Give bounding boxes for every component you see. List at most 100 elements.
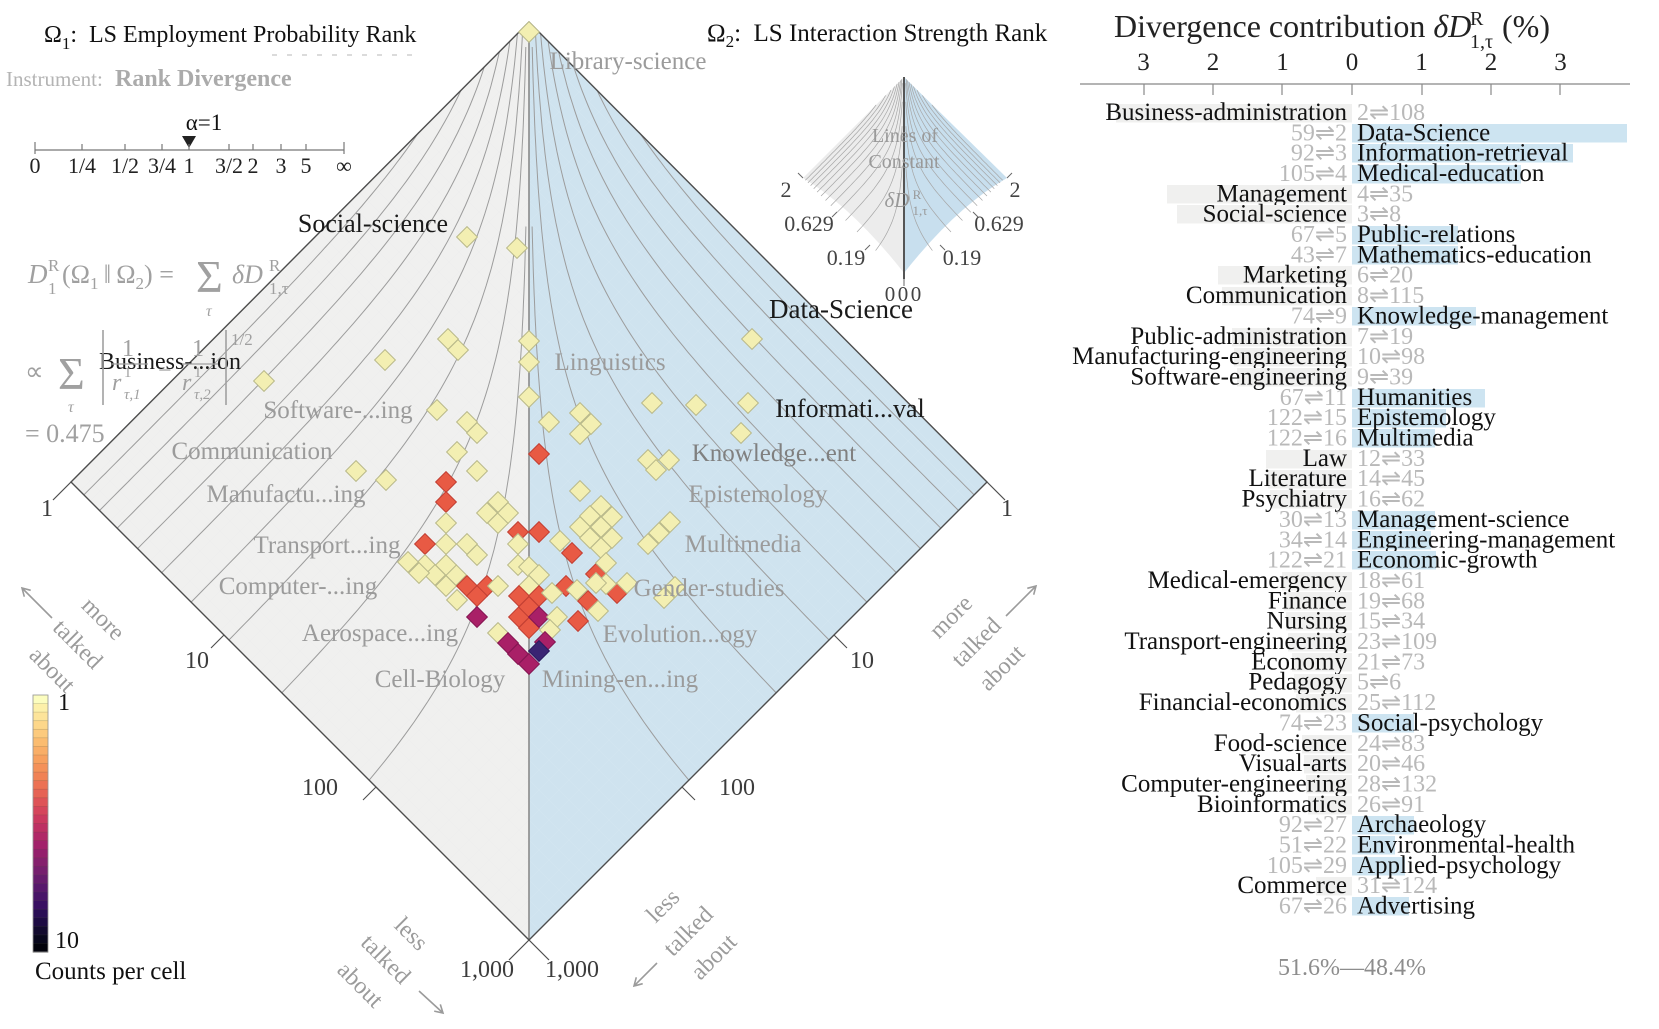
svg-text:12⇌33: 12⇌33 <box>1357 446 1425 472</box>
svg-text:0: 0 <box>30 153 41 178</box>
svg-text:R: R <box>48 256 60 275</box>
svg-text:Software-engineering: Software-engineering <box>1130 363 1347 390</box>
svg-text:Data-Science: Data-Science <box>769 294 913 324</box>
svg-text:1: 1 <box>1001 496 1013 522</box>
svg-text:Management: Management <box>1216 180 1347 207</box>
svg-text:100: 100 <box>302 775 338 801</box>
svg-text:Financial-economics: Financial-economics <box>1139 689 1347 716</box>
svg-text:1,τ: 1,τ <box>269 279 289 298</box>
svg-text:Aerospace...ing: Aerospace...ing <box>302 620 459 647</box>
svg-text:Humanities: Humanities <box>1357 384 1472 411</box>
svg-text:10⇌98: 10⇌98 <box>1357 344 1425 370</box>
svg-text:1: 1 <box>1276 49 1289 76</box>
svg-text:43⇌7: 43⇌7 <box>1291 242 1347 268</box>
svg-text:8⇌115: 8⇌115 <box>1357 283 1424 309</box>
svg-text:7⇌19: 7⇌19 <box>1357 324 1413 350</box>
svg-text:92⇌3: 92⇌3 <box>1291 141 1347 167</box>
svg-text:Constant: Constant <box>868 151 940 173</box>
svg-text:r: r <box>182 370 192 396</box>
svg-text:Divergence contribution δD: Divergence contribution δD <box>1114 8 1471 44</box>
svg-text:Business-...ion: Business-...ion <box>99 349 241 375</box>
svg-text:Engineering-management: Engineering-management <box>1357 526 1615 553</box>
svg-text:3: 3 <box>1554 49 1567 76</box>
svg-text:Information-retrieval: Information-retrieval <box>1357 140 1568 167</box>
svg-text:Social-science: Social-science <box>298 209 448 238</box>
svg-text:1: 1 <box>122 336 134 362</box>
svg-text:1,000: 1,000 <box>545 957 599 983</box>
svg-text:10: 10 <box>185 648 209 674</box>
svg-text:16⇌62: 16⇌62 <box>1357 487 1425 513</box>
svg-text:(%): (%) <box>1502 8 1550 44</box>
svg-text:(Ω1 ‖ Ω2) =: (Ω1 ‖ Ω2) = <box>62 260 174 293</box>
svg-text:1/4: 1/4 <box>68 153 96 178</box>
svg-text:Literature: Literature <box>1248 465 1347 492</box>
svg-text:Economic-growth: Economic-growth <box>1357 547 1538 574</box>
svg-text:Manufactu...ing: Manufactu...ing <box>207 481 366 508</box>
svg-text:Instrument:: Instrument: <box>6 67 103 91</box>
svg-text:1,000: 1,000 <box>460 957 514 983</box>
svg-text:51⇌22: 51⇌22 <box>1279 833 1347 859</box>
svg-text:Σ: Σ <box>196 251 223 302</box>
svg-text:Marketing: Marketing <box>1243 262 1348 289</box>
svg-text:3: 3 <box>1137 49 1150 76</box>
svg-text:δD: δD <box>885 188 910 212</box>
svg-text:3/2: 3/2 <box>215 153 243 178</box>
svg-text:α=1: α=1 <box>186 110 223 135</box>
svg-text:122⇌16: 122⇌16 <box>1267 426 1347 452</box>
svg-text:Communication: Communication <box>171 438 333 465</box>
svg-text:Ω1: LS Employment Probability: Ω1: LS Employment Probability Rank <box>44 22 416 53</box>
svg-text:2: 2 <box>248 153 259 178</box>
svg-text:6⇌20: 6⇌20 <box>1357 263 1413 289</box>
svg-text:−: − <box>158 358 172 384</box>
svg-text:Management-science: Management-science <box>1357 506 1569 533</box>
svg-text:D: D <box>27 259 48 289</box>
svg-text:0: 0 <box>898 282 909 306</box>
svg-text:Epistemology: Epistemology <box>1357 404 1496 431</box>
svg-text:Computer-...ing: Computer-...ing <box>219 573 378 600</box>
svg-text:0: 0 <box>911 282 922 306</box>
svg-text:Business-administration: Business-administration <box>1105 99 1347 126</box>
svg-text:1: 1 <box>1415 49 1428 76</box>
svg-text:τ,1: τ,1 <box>124 387 141 403</box>
svg-text:Knowledge...ent: Knowledge...ent <box>692 440 857 467</box>
svg-text:Rank Divergence: Rank Divergence <box>115 66 292 92</box>
svg-text:Library-science: Library-science <box>550 48 707 75</box>
svg-text:Computer-engineering: Computer-engineering <box>1121 770 1347 797</box>
svg-text:r: r <box>112 370 122 396</box>
svg-text:23⇌109: 23⇌109 <box>1357 629 1437 655</box>
svg-text:Nursing: Nursing <box>1266 608 1347 635</box>
svg-text:Visual-arts: Visual-arts <box>1239 750 1347 777</box>
svg-text:Σ: Σ <box>58 348 85 399</box>
svg-text:Psychiatry: Psychiatry <box>1241 486 1347 513</box>
svg-text:Public-administration: Public-administration <box>1130 323 1347 350</box>
svg-text:Environmental-health: Environmental-health <box>1357 832 1575 859</box>
svg-text:Multimedia: Multimedia <box>685 531 802 558</box>
svg-text:0.19: 0.19 <box>943 245 982 270</box>
svg-text:Ω2: LS Interaction Strength R: Ω2: LS Interaction Strength Rank <box>707 20 1048 51</box>
svg-text:Finance: Finance <box>1268 587 1347 614</box>
svg-text:Mathematics-education: Mathematics-education <box>1357 241 1592 268</box>
svg-text:1: 1 <box>124 365 132 381</box>
svg-text:3: 3 <box>276 153 287 178</box>
svg-text:18⇌61: 18⇌61 <box>1357 568 1425 594</box>
svg-text:1: 1 <box>184 153 195 178</box>
svg-text:Knowledge-management: Knowledge-management <box>1357 302 1608 329</box>
svg-text:Cell-Biology: Cell-Biology <box>375 666 506 693</box>
svg-text:Law: Law <box>1303 445 1347 472</box>
svg-text:5⇌6: 5⇌6 <box>1357 670 1401 696</box>
svg-text:100: 100 <box>719 775 755 801</box>
svg-text:1: 1 <box>58 690 70 716</box>
svg-text:δD: δD <box>232 260 263 289</box>
svg-text:2: 2 <box>781 177 792 202</box>
svg-text:26⇌91: 26⇌91 <box>1357 792 1425 818</box>
svg-text:Multimedia: Multimedia <box>1357 425 1474 452</box>
svg-text:74⇌9: 74⇌9 <box>1291 303 1347 329</box>
svg-text:28⇌132: 28⇌132 <box>1357 771 1437 797</box>
svg-text:24⇌83: 24⇌83 <box>1357 731 1425 757</box>
svg-text:105⇌4: 105⇌4 <box>1279 161 1347 187</box>
svg-text:Archaeology: Archaeology <box>1357 811 1487 838</box>
svg-text:51.6%—48.4%: 51.6%—48.4% <box>1278 955 1426 981</box>
svg-text:Economy: Economy <box>1251 648 1347 675</box>
svg-text:2⇌108: 2⇌108 <box>1357 100 1425 126</box>
svg-text:Software-...ing: Software-...ing <box>263 397 413 424</box>
